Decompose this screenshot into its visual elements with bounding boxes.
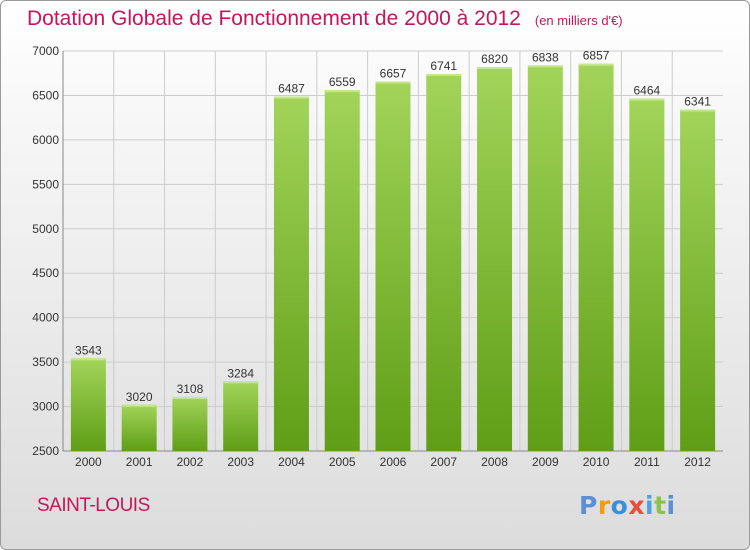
- bar-2006: [375, 81, 411, 451]
- bar-2011: [629, 98, 665, 452]
- proxiti-logo: Proxiti: [579, 491, 676, 520]
- data-label: 6559: [329, 75, 356, 89]
- bar-2012: [680, 109, 716, 452]
- bar-highlight: [426, 74, 462, 77]
- chart-title-text: Dotation Globale de Fonctionnement de 20…: [27, 7, 521, 30]
- data-label: 6820: [481, 52, 508, 66]
- data-label: 6857: [583, 49, 610, 63]
- commune-name: SAINT-LOUIS: [37, 495, 150, 516]
- x-tick-label: 2000: [75, 455, 102, 469]
- x-tick-label: 2012: [684, 455, 711, 469]
- x-tick-label: 2010: [583, 455, 610, 469]
- x-tick-label: 2005: [329, 455, 356, 469]
- x-tick-label: 2006: [380, 455, 407, 469]
- x-tick-label: 2007: [430, 455, 457, 469]
- x-tick-label: 2001: [126, 455, 153, 469]
- bar-highlight: [70, 358, 106, 361]
- data-labels: 3543 3020 3108 3284 6487 6559 6657 6741 6820 6838…: [75, 49, 711, 404]
- bar-2008: [477, 67, 513, 451]
- bar-2004: [273, 96, 309, 451]
- y-tick-label: 3500: [32, 355, 59, 369]
- data-label: 6464: [633, 84, 660, 98]
- bar-2001: [121, 404, 157, 451]
- data-label: 6341: [684, 95, 711, 109]
- y-tick-label: 6000: [32, 133, 59, 147]
- y-tick-label: 3000: [32, 400, 59, 414]
- y-tick-label: 5000: [32, 222, 59, 236]
- bar-highlight: [680, 109, 716, 112]
- bar-highlight: [629, 98, 665, 101]
- y-tick-label: 2500: [32, 444, 59, 458]
- bar-2005: [324, 90, 360, 451]
- bar-2002: [172, 396, 208, 451]
- data-label: 3543: [75, 343, 102, 357]
- bar-highlight: [324, 90, 360, 93]
- bar-2007: [426, 74, 462, 452]
- bar-highlight: [223, 381, 259, 384]
- chart-title: Dotation Globale de Fonctionnement de 20…: [27, 7, 623, 31]
- x-tick-label: 2003: [227, 455, 254, 469]
- data-label: 3108: [177, 382, 204, 396]
- x-tick-label: 2002: [177, 455, 204, 469]
- bar-highlight: [477, 67, 513, 69]
- chart-subtitle: (en milliers d'€): [534, 13, 623, 28]
- data-label: 6487: [278, 82, 305, 96]
- bars: [70, 63, 716, 452]
- tick-labels: 2500 3000 3500 4000 4500 5000 5500 6000 6500 7000…: [32, 44, 711, 469]
- bar-highlight: [375, 81, 411, 84]
- y-tick-label: 4000: [32, 311, 59, 325]
- bar-2000: [70, 358, 106, 451]
- data-label: 6741: [430, 59, 457, 73]
- data-label: 3284: [227, 366, 254, 380]
- x-tick-label: 2004: [278, 455, 305, 469]
- bar-highlight: [527, 65, 563, 68]
- bar-2009: [527, 65, 563, 452]
- y-tick-label: 6500: [32, 88, 59, 102]
- y-tick-label: 7000: [32, 44, 59, 58]
- bar-highlight: [121, 404, 157, 407]
- x-tick-label: 2009: [532, 455, 559, 469]
- bar-highlight: [273, 96, 309, 99]
- x-tick-label: 2008: [481, 455, 508, 469]
- data-label: 6657: [380, 66, 407, 80]
- y-tick-label: 5500: [32, 177, 59, 191]
- data-label: 6838: [532, 50, 559, 64]
- bar-2003: [223, 381, 259, 451]
- y-tick-label: 4500: [32, 266, 59, 280]
- bar-highlight: [578, 63, 614, 66]
- data-label: 3020: [126, 390, 153, 404]
- bar-highlight: [172, 396, 208, 399]
- x-tick-label: 2011: [634, 455, 660, 469]
- bar-2010: [578, 63, 614, 451]
